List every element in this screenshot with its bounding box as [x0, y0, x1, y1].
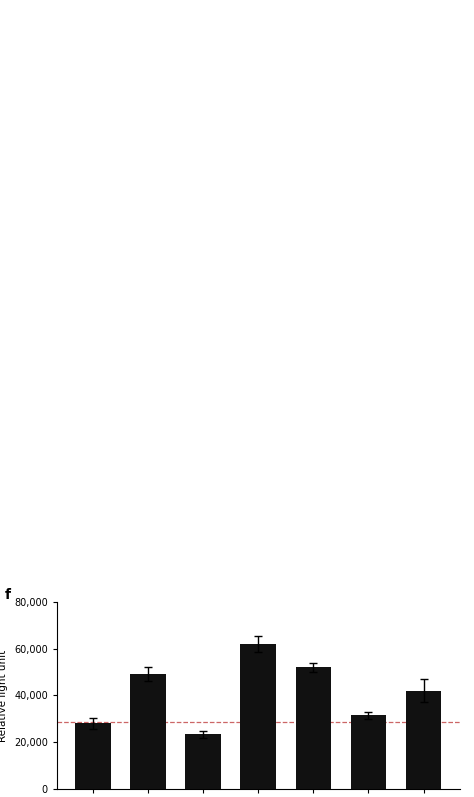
Bar	[130, 674, 166, 789]
Bar	[75, 724, 111, 789]
Bar	[406, 691, 441, 789]
Bar	[295, 667, 331, 789]
Text: f: f	[5, 587, 11, 602]
Bar	[185, 734, 221, 789]
Bar	[240, 644, 276, 789]
Bar	[351, 715, 386, 789]
Y-axis label: Relative light unit: Relative light unit	[0, 650, 9, 741]
